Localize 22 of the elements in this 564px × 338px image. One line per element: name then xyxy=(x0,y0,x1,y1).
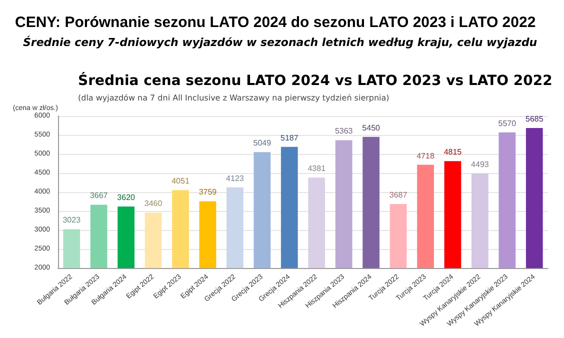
data-label: 5570 xyxy=(498,118,517,128)
data-label: 4718 xyxy=(416,151,435,160)
text: Średnia cena sezonu LATO 2024 vs LATO 2023 vs LATO 2022 xyxy=(78,72,552,89)
data-label: 5049 xyxy=(253,138,272,148)
data-label: 3667 xyxy=(90,191,108,200)
data-label: 4051 xyxy=(172,176,190,186)
data-label: 3759 xyxy=(198,188,218,197)
data-label: 4381 xyxy=(308,164,326,174)
chart-title: CENY: Porównanie sezonu LATO 2024 do sezonu LATO 2023 i LATO 2022 xyxy=(15,14,536,31)
data-label: 3023 xyxy=(62,216,82,225)
chart-subtitle: Średnie ceny 7-dniowych wyjazdów w sezonach letnich według kraju, celu wyjazdu xyxy=(23,35,538,49)
data-label: 4815 xyxy=(444,148,462,157)
data-label: 5187 xyxy=(280,133,299,142)
data-label: 3687 xyxy=(389,190,408,200)
data-label: 5363 xyxy=(334,126,354,136)
data-label: 3620 xyxy=(117,193,136,202)
data-label: 4123 xyxy=(226,174,244,183)
text: (dla wyjazdów na 7 dni All Inclusive z Warszawy na pierwszy tydzień sierpnia) xyxy=(78,94,390,102)
data-label: 4493 xyxy=(471,160,490,169)
data-label: 5685 xyxy=(525,114,544,124)
data-label: 3460 xyxy=(144,199,163,208)
data-label: 5450 xyxy=(362,123,381,132)
